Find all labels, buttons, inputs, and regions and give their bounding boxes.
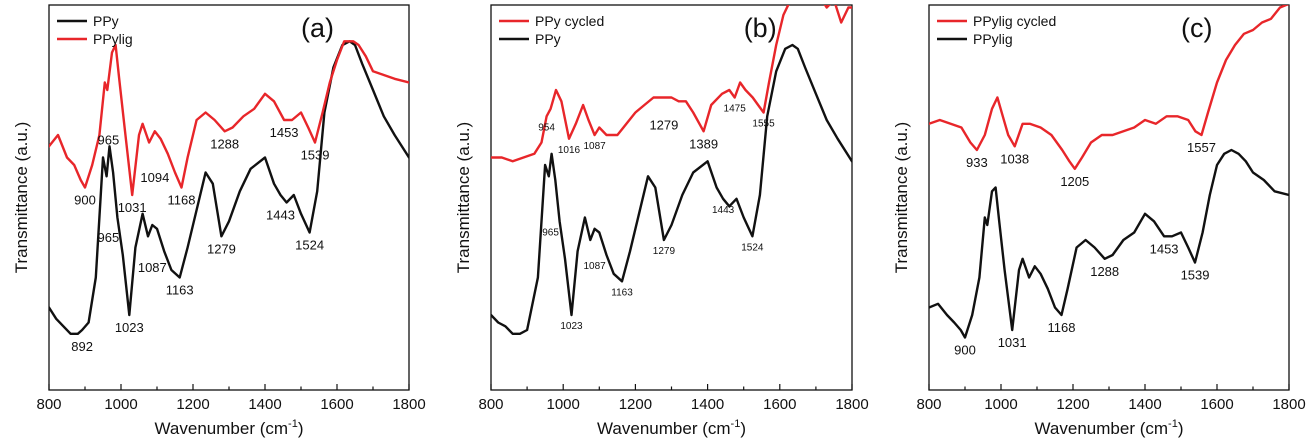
- peak-label: 965: [98, 230, 120, 245]
- x-axis-label: Wavenumber (cm-1): [1035, 418, 1184, 438]
- peak-label: 1163: [166, 283, 194, 298]
- peak-label: 1389: [689, 136, 718, 151]
- plot-frame: [48, 4, 410, 391]
- peak-label: 1038: [1000, 151, 1029, 166]
- peak-label: 1031: [998, 335, 1027, 350]
- panel-label: (b): [744, 13, 777, 43]
- y-axis-label: Transmittance (a.u.): [12, 122, 31, 273]
- x-tick-label: 1000: [984, 396, 1017, 413]
- peak-label: 1023: [115, 320, 144, 335]
- plot-frame: [928, 4, 1290, 391]
- peak-label: 1288: [210, 136, 239, 151]
- x-tick-label: 1800: [835, 396, 868, 413]
- plot-frame: [490, 4, 853, 391]
- legend-entry: PPy: [535, 31, 561, 47]
- peak-label: 1557: [1187, 140, 1216, 155]
- x-tick-label: 800: [478, 396, 503, 413]
- peak-label: 1087: [138, 260, 167, 275]
- peak-label: 1453: [1150, 241, 1179, 256]
- peak-label: 1031: [118, 200, 147, 215]
- x-tick-label: 1000: [104, 396, 137, 413]
- series-line-ppylig: [49, 40, 409, 197]
- legend-entry: PPylig cycled: [973, 13, 1056, 29]
- x-tick-label: 800: [36, 396, 61, 413]
- peak-label: 1016: [558, 145, 581, 156]
- peak-label: 1023: [560, 321, 583, 332]
- peak-label: 1475: [724, 104, 747, 115]
- series-line-ppylig: [929, 148, 1289, 339]
- peak-label: 1279: [653, 246, 676, 257]
- series-line-ppy: [491, 43, 852, 335]
- x-tick-label: 1200: [1056, 396, 1089, 413]
- x-axis-label: Wavenumber (cm-1): [155, 418, 304, 438]
- peak-label: 1163: [611, 287, 633, 298]
- peak-label: 1168: [1047, 320, 1075, 335]
- panel-0: 800 1000 1200 1400 1600 1800 Wavenumber (cm-1)…: [12, 4, 426, 438]
- x-tick-label: 1000: [547, 396, 580, 413]
- series-line-ppy-cycled: [491, 5, 852, 163]
- legend-entry: PPy cycled: [535, 13, 604, 29]
- peak-label: 1539: [301, 148, 330, 163]
- x-tick-label: 1800: [392, 396, 425, 413]
- legend-entry: PPy: [93, 13, 119, 29]
- peak-label: 1539: [1181, 268, 1210, 283]
- x-tick-label: 1600: [1200, 396, 1233, 413]
- y-axis-label: Transmittance (a.u.): [454, 122, 473, 273]
- peak-label: 1087: [583, 261, 606, 272]
- peak-label: 1288: [1090, 264, 1119, 279]
- x-tick-label: 1400: [691, 396, 724, 413]
- peak-label: 1443: [266, 208, 295, 223]
- x-tick-label: 1400: [248, 396, 281, 413]
- peak-label: 1279: [649, 118, 678, 133]
- peak-label: 1555: [752, 119, 775, 130]
- y-axis-label: Transmittance (a.u.): [892, 122, 911, 273]
- panel-2: 800 1000 1200 1400 1600 1800 Wavenumber (cm-1)…: [892, 4, 1306, 438]
- peak-label: 892: [71, 339, 93, 354]
- peak-label: 900: [74, 193, 96, 208]
- peak-label: 933: [966, 155, 988, 170]
- x-tick-label: 1800: [1272, 396, 1305, 413]
- peak-label: 1087: [583, 141, 606, 152]
- legend-entry: PPylig: [93, 31, 133, 47]
- peak-label: 1524: [295, 238, 324, 253]
- x-tick-label: 800: [916, 396, 941, 413]
- peak-label: 1279: [207, 241, 236, 256]
- peak-label: 1524: [741, 242, 764, 253]
- x-tick-label: 1600: [320, 396, 353, 413]
- x-axis-label: Wavenumber (cm-1): [597, 418, 746, 438]
- legend-entry: PPylig: [973, 31, 1013, 47]
- peak-label: 900: [954, 343, 976, 358]
- peak-label: 1094: [140, 170, 169, 185]
- panel-label: (c): [1181, 13, 1212, 43]
- peak-label: 1205: [1060, 174, 1089, 189]
- peak-label: 965: [98, 133, 120, 148]
- panel-label: (a): [301, 13, 334, 43]
- x-tick-label: 1600: [763, 396, 796, 413]
- series-line-ppy: [49, 40, 409, 335]
- series-line-ppylig-cycled: [929, 5, 1289, 170]
- peak-label: 965: [542, 227, 559, 238]
- peak-label: 1443: [712, 205, 735, 216]
- peak-label: 1453: [270, 125, 299, 140]
- panel-1: 800 1000 1200 1400 1600 1800 Wavenumber (cm-1)…: [454, 4, 869, 438]
- x-tick-label: 1200: [619, 396, 652, 413]
- peak-label: 954: [538, 122, 555, 133]
- peak-label: 1168: [167, 193, 195, 208]
- x-tick-label: 1400: [1128, 396, 1161, 413]
- x-tick-label: 1200: [176, 396, 209, 413]
